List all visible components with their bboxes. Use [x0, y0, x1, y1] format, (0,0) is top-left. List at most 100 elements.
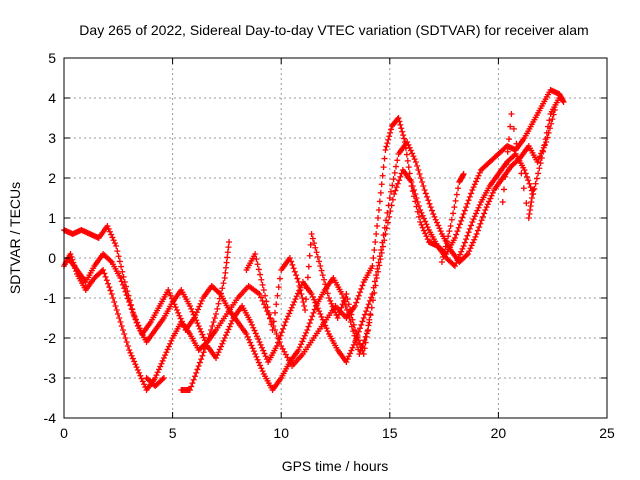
data-point — [274, 292, 281, 299]
data-point — [197, 300, 204, 307]
data-point — [300, 335, 307, 342]
data-point — [189, 380, 196, 387]
data-point — [167, 292, 174, 299]
data-point — [107, 257, 114, 264]
data-point — [416, 171, 423, 177]
data-point — [295, 347, 302, 353]
data-point — [533, 175, 540, 182]
data-point — [364, 304, 371, 311]
data-point — [296, 344, 303, 351]
data-point — [277, 332, 284, 339]
data-point — [121, 285, 128, 292]
data-point — [322, 322, 329, 329]
data-point — [420, 183, 427, 189]
y-tick-label: 2 — [48, 170, 56, 186]
data-point — [411, 187, 418, 193]
data-point — [374, 223, 381, 229]
data-point — [386, 213, 393, 220]
data-point — [355, 292, 362, 299]
data-point — [483, 204, 490, 211]
data-point — [473, 231, 480, 237]
y-tick-label: 5 — [48, 50, 56, 66]
data-point — [176, 312, 183, 319]
data-point — [258, 276, 265, 283]
data-point — [253, 333, 260, 340]
data-point — [438, 259, 445, 265]
data-point — [364, 328, 371, 335]
data-point — [371, 247, 378, 253]
data-point — [137, 372, 144, 379]
data-point — [109, 234, 116, 241]
data-point — [381, 155, 388, 162]
data-point — [258, 294, 265, 301]
data-point — [473, 178, 480, 185]
data-point — [381, 224, 388, 231]
data-point — [424, 193, 431, 200]
data-point — [296, 283, 303, 289]
data-point — [214, 352, 221, 359]
data-point — [450, 210, 457, 217]
data-point — [460, 171, 467, 177]
data-point — [129, 309, 136, 316]
data-point — [198, 328, 205, 335]
data-point — [204, 339, 211, 345]
data-point — [502, 173, 509, 180]
data-point — [380, 232, 387, 239]
data-point — [195, 323, 202, 329]
data-point — [544, 134, 551, 141]
data-point — [195, 363, 202, 369]
data-point — [461, 207, 468, 214]
data-point — [467, 245, 474, 252]
data-point — [414, 199, 421, 205]
data-point — [188, 383, 195, 390]
data-point — [365, 322, 372, 329]
data-point — [251, 327, 258, 334]
data-point — [349, 344, 356, 351]
data-point — [180, 321, 187, 328]
data-point — [259, 368, 266, 375]
data-point — [220, 337, 227, 344]
data-point — [352, 303, 359, 309]
data-point — [422, 190, 429, 197]
data-point — [298, 341, 305, 348]
data-point — [328, 300, 335, 307]
data-point — [209, 323, 216, 329]
x-tick-label: 20 — [491, 425, 507, 441]
data-point — [177, 315, 184, 322]
data-point — [132, 316, 139, 323]
data-point — [408, 179, 415, 185]
data-point — [295, 279, 302, 285]
data-point — [361, 311, 368, 318]
data-point — [218, 343, 225, 350]
data-point — [300, 299, 307, 305]
data-point — [504, 148, 511, 155]
data-point — [193, 369, 200, 376]
data-point — [252, 351, 259, 357]
data-point — [311, 296, 318, 303]
data-point — [397, 121, 404, 128]
data-point — [131, 312, 138, 319]
data-point — [535, 170, 542, 177]
data-point — [120, 273, 127, 280]
data-point — [118, 323, 125, 329]
data-point — [410, 153, 417, 160]
data-point — [126, 299, 133, 305]
data-point — [106, 284, 113, 291]
data-point — [503, 161, 510, 168]
data-point — [456, 251, 463, 258]
data-point — [546, 125, 553, 132]
x-tick-label: 0 — [60, 425, 68, 441]
data-point — [460, 211, 467, 217]
data-point — [329, 303, 336, 310]
data-point — [205, 335, 212, 341]
data-point — [278, 329, 285, 336]
data-point — [513, 140, 520, 147]
data-point — [321, 319, 328, 326]
data-point — [255, 266, 262, 273]
data-point — [345, 353, 352, 360]
data-point — [116, 315, 123, 321]
data-point — [153, 372, 160, 379]
data-point — [486, 198, 493, 205]
